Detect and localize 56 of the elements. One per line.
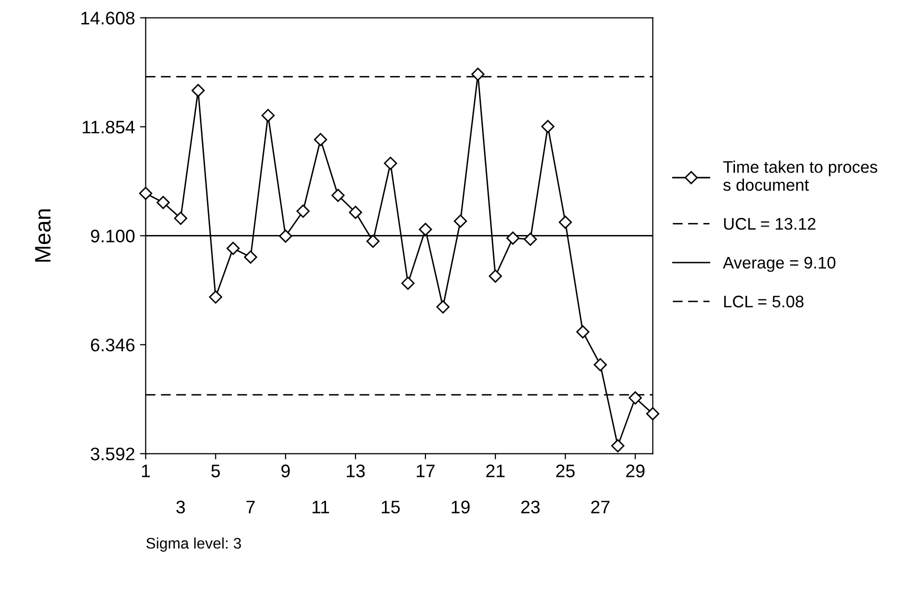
- point: [576, 325, 590, 338]
- point: [314, 132, 328, 146]
- point: [174, 212, 188, 225]
- legend-label: Time taken to proces s document: [723, 160, 878, 191]
- point: [418, 222, 432, 236]
- point: [244, 250, 258, 264]
- point: [541, 120, 554, 134]
- y-tick-label: 6.346: [91, 338, 134, 352]
- point: [611, 439, 624, 452]
- x-tick-label: 13: [346, 464, 365, 478]
- point: [558, 216, 572, 229]
- point: [471, 68, 484, 81]
- point: [226, 242, 240, 255]
- point: [454, 214, 468, 228]
- point: [366, 234, 380, 248]
- x2-tick-label: 19: [452, 500, 470, 514]
- point: [488, 269, 502, 283]
- x2-tick-label: 27: [591, 500, 610, 514]
- x2-tick-label: 3: [176, 500, 185, 514]
- x-tick-label: 29: [626, 464, 644, 478]
- point: [139, 186, 152, 200]
- point: [506, 232, 520, 245]
- point: [436, 300, 450, 314]
- y-axis-title: Mean: [35, 209, 51, 262]
- point: [156, 196, 170, 210]
- x-tick-label: 1: [142, 464, 150, 478]
- legend-label: Average = 9.10: [722, 256, 836, 272]
- point: [209, 290, 222, 304]
- y-tick-label: 14.608: [81, 12, 134, 25]
- x2-tick-label: 15: [382, 500, 400, 514]
- y-tick-label: 9.100: [90, 230, 135, 242]
- legend-label: UCL = 13.12: [724, 218, 816, 230]
- x2-tick-label: 23: [521, 500, 540, 514]
- text: Sigma level: 3: [146, 537, 241, 552]
- point: [646, 407, 660, 420]
- y-tick-label: 3.592: [90, 448, 134, 460]
- point: [628, 391, 642, 405]
- point: [331, 188, 345, 202]
- point: [192, 84, 205, 98]
- y-tick-label: 11.854: [82, 120, 135, 134]
- x-tick-label: 25: [556, 464, 575, 478]
- point: [384, 156, 398, 170]
- x-tick-label: 17: [416, 464, 435, 478]
- point: [261, 108, 275, 122]
- legend-label: LCL = 5.08: [724, 296, 804, 308]
- point: [594, 358, 607, 372]
- x-tick-label: 5: [211, 464, 220, 478]
- x2-tick-label: 7: [246, 500, 255, 514]
- point: [401, 276, 415, 290]
- point: [524, 232, 537, 246]
- point: [296, 204, 310, 218]
- x2-tick-label: 11: [312, 500, 330, 514]
- point: [348, 206, 362, 219]
- point: [278, 230, 292, 243]
- x-tick-label: 9: [281, 464, 290, 478]
- x-tick-label: 21: [486, 464, 505, 478]
